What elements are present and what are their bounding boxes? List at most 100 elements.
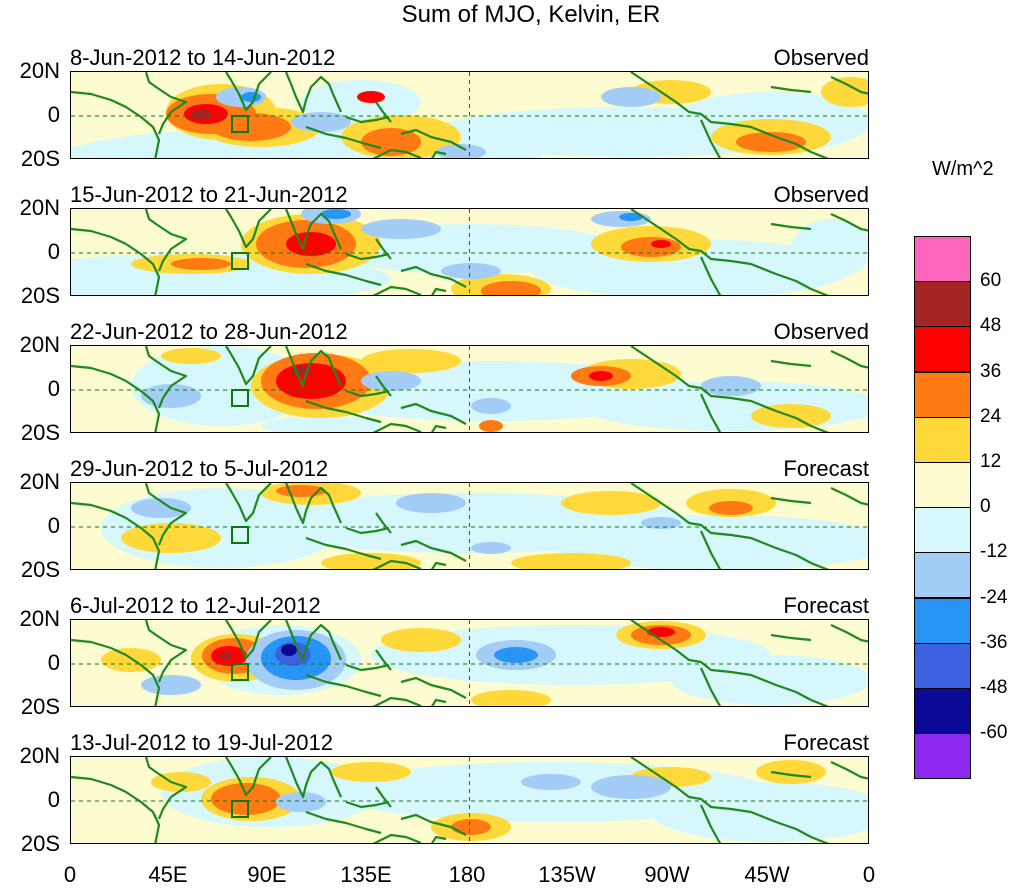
map-panel-svg bbox=[71, 620, 868, 706]
anomaly-contour bbox=[131, 498, 191, 518]
coastline bbox=[830, 624, 868, 643]
panel-date-range: 22-Jun-2012 to 28-Jun-2012 bbox=[70, 319, 348, 344]
colorbar-label: 48 bbox=[980, 315, 1002, 337]
longitude-label: 90W bbox=[644, 862, 690, 887]
anomaly-contour bbox=[361, 128, 421, 156]
anomaly-contour bbox=[211, 783, 281, 815]
coastline bbox=[372, 285, 447, 295]
coastline bbox=[830, 487, 868, 506]
map-panel-svg bbox=[71, 346, 868, 432]
anomaly-contours bbox=[101, 621, 868, 706]
latitude-label: 20S bbox=[20, 283, 60, 308]
anomaly-contour bbox=[286, 232, 336, 256]
longitude-label: 90E bbox=[247, 862, 287, 887]
map-panel-svg bbox=[71, 72, 868, 158]
map-panel bbox=[70, 71, 869, 159]
colorbar-swatch bbox=[914, 326, 971, 373]
latitude-label: 20S bbox=[20, 146, 60, 171]
anomaly-contour bbox=[331, 762, 411, 782]
anomaly-contour bbox=[551, 515, 868, 569]
anomaly-contour bbox=[494, 647, 538, 663]
anomaly-contours bbox=[101, 483, 868, 569]
coastline bbox=[225, 346, 272, 386]
anomaly-contour bbox=[791, 219, 868, 279]
panel-status: Forecast bbox=[783, 593, 869, 618]
region-box bbox=[231, 800, 249, 818]
anomaly-contour bbox=[361, 349, 461, 373]
coastline bbox=[830, 213, 868, 232]
panel-status: Forecast bbox=[783, 730, 869, 755]
coastline bbox=[830, 350, 868, 369]
coastline bbox=[830, 76, 868, 95]
anomaly-contour bbox=[471, 542, 511, 554]
anomaly-contour bbox=[451, 819, 491, 835]
latitude-label: 0 bbox=[47, 102, 60, 127]
longitude-label: 0 bbox=[63, 862, 77, 887]
anomaly-contour bbox=[671, 655, 868, 705]
colorbar-swatch bbox=[914, 642, 971, 689]
region-box bbox=[231, 252, 249, 270]
anomaly-contour bbox=[441, 263, 501, 279]
anomaly-contour bbox=[321, 209, 351, 219]
latitude-label: 0 bbox=[47, 787, 60, 812]
panel-status: Observed bbox=[773, 319, 869, 344]
panel-date-range: 29-Jun-2012 to 5-Jul-2012 bbox=[70, 456, 329, 481]
panel-date-range: 6-Jul-2012 to 12-Jul-2012 bbox=[70, 593, 321, 618]
anomaly-contour bbox=[511, 553, 631, 569]
anomaly-contour bbox=[321, 553, 421, 569]
anomaly-contour bbox=[191, 109, 211, 119]
latitude-label: 20S bbox=[20, 420, 60, 445]
anomaly-contour bbox=[601, 87, 661, 107]
coastline bbox=[284, 346, 467, 425]
map-panel-svg bbox=[71, 483, 868, 569]
coastline bbox=[225, 483, 272, 523]
latitude-label: 20N bbox=[19, 58, 60, 83]
region-box bbox=[231, 526, 249, 544]
anomaly-contour bbox=[151, 772, 211, 792]
latitude-label: 0 bbox=[47, 376, 60, 401]
colorbar-label: 0 bbox=[980, 496, 991, 518]
latitude-label: 20S bbox=[20, 831, 60, 856]
anomaly-contour bbox=[361, 219, 441, 239]
coastline bbox=[71, 209, 188, 295]
anomaly-contour bbox=[361, 371, 421, 391]
colorbar-swatch bbox=[914, 688, 971, 734]
panel-date-range: 8-Jun-2012 to 14-Jun-2012 bbox=[70, 45, 336, 70]
map-panel bbox=[70, 208, 869, 296]
map-panel-svg bbox=[71, 757, 868, 843]
anomaly-contour bbox=[471, 398, 511, 414]
anomaly-contour bbox=[589, 371, 613, 381]
anomaly-contour bbox=[621, 237, 681, 257]
map-panel bbox=[70, 482, 869, 570]
longitude-label: 180 bbox=[448, 862, 486, 887]
panel-date-range: 13-Jul-2012 to 19-Jul-2012 bbox=[70, 730, 333, 755]
anomaly-contour bbox=[101, 648, 161, 672]
coastline bbox=[284, 620, 467, 699]
map-panel bbox=[70, 619, 869, 707]
colorbar-swatch bbox=[914, 416, 971, 463]
anomaly-contour bbox=[701, 376, 761, 396]
anomaly-contour bbox=[171, 258, 231, 270]
coastline bbox=[225, 757, 272, 797]
coastline bbox=[225, 209, 272, 249]
panel-status: Forecast bbox=[783, 456, 869, 481]
colorbar-swatch bbox=[914, 462, 971, 508]
coastline bbox=[372, 833, 447, 843]
latitude-label: 20N bbox=[19, 332, 60, 357]
longitude-label: 45W bbox=[744, 862, 790, 887]
anomaly-contour bbox=[291, 112, 351, 132]
coastline bbox=[225, 72, 272, 112]
coastline bbox=[630, 346, 829, 432]
anomaly-contour bbox=[161, 348, 221, 364]
longitude-label: 135E bbox=[340, 862, 392, 887]
latitude-label: 20N bbox=[19, 606, 60, 631]
anomaly-contour bbox=[641, 517, 681, 529]
coastline bbox=[630, 620, 829, 706]
colorbar-swatch bbox=[914, 552, 971, 599]
colorbar-label: -36 bbox=[980, 631, 1008, 653]
colorbar-label: -60 bbox=[980, 722, 1008, 744]
anomaly-contour bbox=[479, 420, 503, 432]
latitude-label: 0 bbox=[47, 650, 60, 675]
anomaly-contour bbox=[396, 493, 466, 513]
colorbar-title: W/m^2 bbox=[932, 158, 994, 180]
